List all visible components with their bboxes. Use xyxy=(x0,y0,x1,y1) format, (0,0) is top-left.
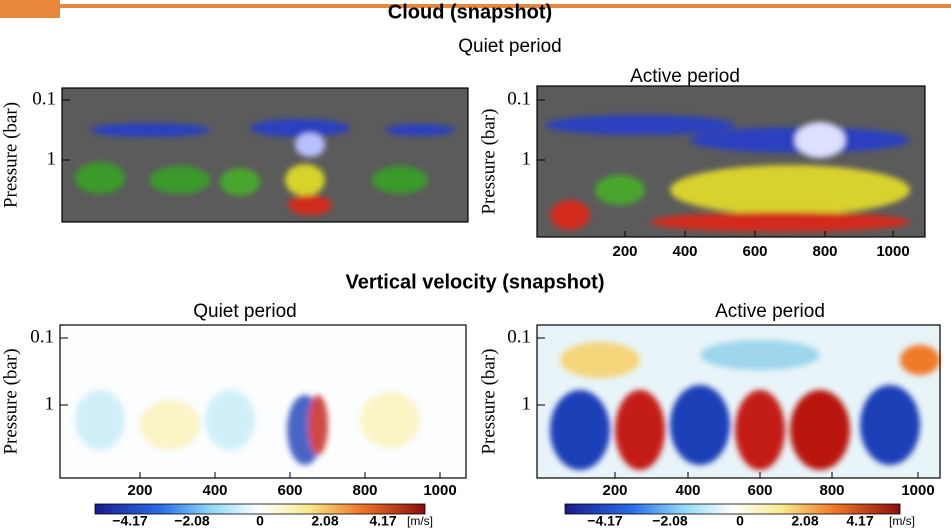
colorbar-tick-label: 0 xyxy=(736,513,744,529)
y-tick-label: 1 xyxy=(522,148,532,169)
y-tick-label: 1 xyxy=(47,148,57,169)
colorbar-tick-label: −4.17 xyxy=(112,513,148,529)
velocity-quiet-plot xyxy=(60,325,466,478)
plot-frame xyxy=(536,85,926,238)
section-title: Vertical velocity (snapshot) xyxy=(346,271,605,293)
y-tick-label: 1 xyxy=(522,393,532,414)
x-tick-label: 400 xyxy=(675,482,700,499)
labels: Pressure (bar) 0.1 1 Pressure (bar) 0.1 1 200 4… xyxy=(0,85,941,529)
x-tick-label: 800 xyxy=(352,482,377,499)
x-tick-label: 800 xyxy=(819,482,844,499)
y-axis-label: Pressure (bar) xyxy=(478,108,499,214)
colorbar-tick-label: −2.08 xyxy=(174,513,210,529)
x-tick-label: 1000 xyxy=(876,243,909,260)
panel-title: Active period xyxy=(715,301,825,322)
panel-title: Active period xyxy=(630,66,740,87)
panel-title: Quiet period xyxy=(458,36,562,57)
colorbar-tick-label: 4.17 xyxy=(369,513,396,529)
x-tick-label: 200 xyxy=(602,482,627,499)
velocity-active-plot xyxy=(537,325,940,478)
plot-frame xyxy=(59,324,467,479)
x-tick-label: 600 xyxy=(747,482,772,499)
x-tick-label: 200 xyxy=(127,482,152,499)
x-tick-label: 800 xyxy=(812,243,837,260)
y-tick-label: 0.1 xyxy=(507,88,531,109)
x-tick-label: 1000 xyxy=(423,482,456,499)
x-tick-label: 1000 xyxy=(901,482,934,499)
colorbar-tick-label: −2.08 xyxy=(652,513,688,529)
cloud-active-plot xyxy=(537,86,925,237)
x-tick-label: 600 xyxy=(742,243,767,260)
x-tick-label: 400 xyxy=(202,482,227,499)
y-axis-label: Pressure (bar) xyxy=(478,348,499,454)
colorbar-unit: [m/s] xyxy=(889,514,915,528)
colorbar xyxy=(94,503,426,515)
section-title: Cloud (snapshot) xyxy=(388,1,552,23)
colorbar-tick-label: 2.08 xyxy=(311,513,338,529)
colorbar xyxy=(564,503,901,515)
cloud-quiet-plot xyxy=(62,88,468,222)
y-axis-label: Pressure (bar) xyxy=(0,348,21,454)
colorbar-tick-label: −4.17 xyxy=(587,513,623,529)
y-tick-label: 1 xyxy=(45,393,55,414)
header-rule xyxy=(0,4,951,8)
y-tick-label: 0.1 xyxy=(32,88,56,109)
x-tick-label: 600 xyxy=(277,482,302,499)
header-accent xyxy=(0,0,60,18)
plot-frame xyxy=(536,324,941,479)
y-axis-label: Pressure (bar) xyxy=(0,102,21,208)
x-tick-label: 400 xyxy=(672,243,697,260)
colorbar-tick-label: 0 xyxy=(256,513,264,529)
panel-title: Quiet period xyxy=(193,301,297,322)
y-tick-label: 0.1 xyxy=(30,326,54,347)
plot-frame xyxy=(61,87,469,223)
y-tick-label: 0.1 xyxy=(507,326,531,347)
colorbar-tick-label: 4.17 xyxy=(846,513,873,529)
colorbar-tick-label: 2.08 xyxy=(791,513,818,529)
x-tick-label: 200 xyxy=(612,243,637,260)
colorbar-unit: [m/s] xyxy=(407,514,433,528)
